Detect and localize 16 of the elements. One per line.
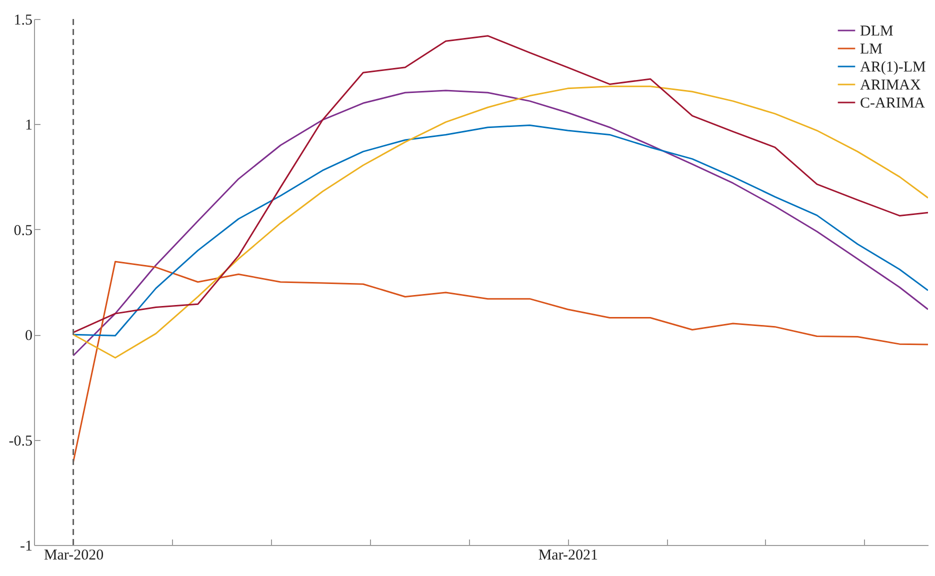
y-tick-label: -1 (20, 538, 32, 554)
y-tick-label: 1 (25, 118, 32, 134)
x-tick-label: Mar-2020 (44, 548, 104, 564)
legend-label: ARIMAX (860, 78, 921, 94)
y-tick-label: 1.5 (14, 12, 32, 28)
legend-label: C-ARIMA (860, 96, 926, 112)
legend-label: AR(1)-LM (860, 60, 926, 76)
line-series (72, 124, 928, 336)
legend-label: DLM (860, 24, 894, 40)
line-series (72, 260, 928, 463)
legend-label: LM (860, 42, 882, 58)
x-tick-label: Mar-2021 (538, 548, 598, 564)
y-tick-label: 0 (25, 328, 32, 344)
y-tick-label: 0.5 (14, 222, 32, 239)
line-series (72, 35, 928, 334)
y-tick-label: -0.5 (8, 433, 32, 450)
